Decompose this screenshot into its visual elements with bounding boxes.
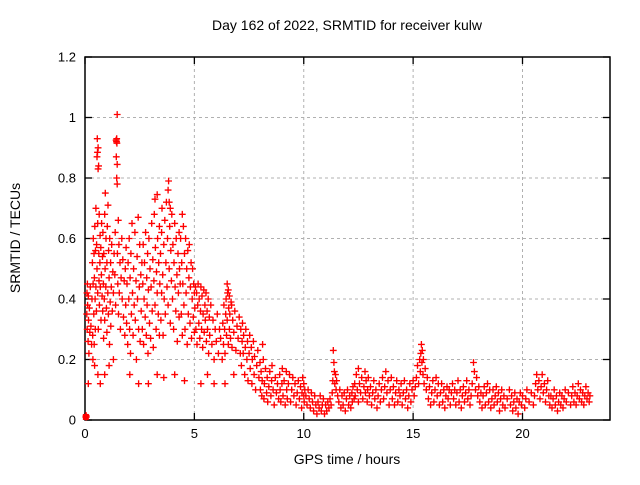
scatter-points [82, 111, 594, 421]
y-axis-label: SRMTID / TECUs [7, 183, 23, 293]
axis-ticks [84, 56, 610, 421]
y-tick-label: 0 [69, 413, 76, 428]
chart-title: Day 162 of 2022, SRMTID for receiver kul… [212, 17, 483, 33]
grid-lines [85, 57, 610, 420]
x-tick-label: 20 [515, 426, 529, 441]
y-tick-label: 0.4 [58, 292, 76, 307]
y-tick-label: 1 [69, 110, 76, 125]
y-tick-label: 0.2 [58, 352, 76, 367]
x-tick-labels: 0 5 10 15 20 [81, 426, 529, 441]
x-tick-label: 10 [297, 426, 311, 441]
x-tick-label: 5 [191, 426, 198, 441]
y-tick-label: 1.2 [58, 50, 76, 65]
data-point-markers [82, 111, 594, 421]
x-tick-label: 15 [406, 426, 420, 441]
y-tick-label: 0.6 [58, 231, 76, 246]
x-tick-label: 0 [81, 426, 88, 441]
y-tick-labels: 0 0.2 0.4 0.6 0.8 1 1.2 [58, 50, 76, 428]
y-tick-label: 0.8 [58, 171, 76, 186]
x-axis-label: GPS time / hours [294, 451, 401, 467]
origin-square-marker [82, 413, 89, 420]
